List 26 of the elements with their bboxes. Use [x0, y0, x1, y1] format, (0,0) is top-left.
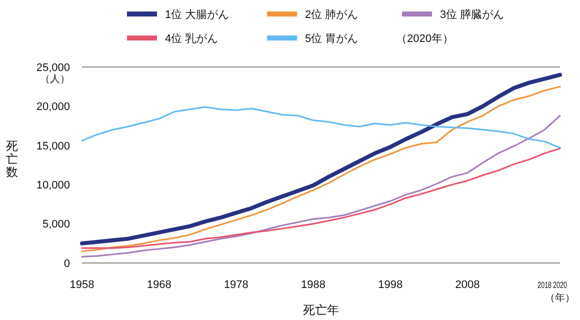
- legend-label: 2位 肺がん: [305, 8, 358, 21]
- legend-label: 4位 乳がん: [165, 32, 218, 45]
- legend-label: 5位 胃がん: [305, 32, 358, 45]
- legend-label: 3位 膵臓がん: [440, 8, 504, 21]
- y-axis-title: 死亡数: [6, 139, 18, 179]
- x-tick-label: 2020: [553, 280, 574, 290]
- x-tick-label: 1988: [301, 279, 326, 291]
- legend-title: （2020年）: [396, 32, 454, 45]
- line-series: [81, 106, 561, 149]
- y-tick-label: 15,000: [36, 140, 70, 152]
- text: （人）: [40, 74, 70, 85]
- legend-label: 1位 大腸がん: [165, 8, 230, 21]
- x-tick-label: 1968: [146, 279, 172, 291]
- x-axis-title: 死亡年: [303, 303, 339, 317]
- text: （年）: [545, 292, 575, 304]
- line-series: [81, 114, 561, 258]
- y-tick-label: 10,000: [36, 179, 70, 192]
- y-tick-label: 5,000: [42, 218, 70, 231]
- x-tick-label: 1998: [378, 279, 403, 291]
- y-tick-label: 0: [64, 258, 70, 270]
- y-tick-label: 20,000: [36, 101, 70, 114]
- x-tick-label: 1978: [224, 279, 248, 291]
- line-series: [81, 148, 561, 249]
- x-tick-label: 2008: [455, 279, 480, 291]
- x-tick-label: 1958: [70, 279, 94, 291]
- y-tick-label: 25,000: [36, 62, 70, 74]
